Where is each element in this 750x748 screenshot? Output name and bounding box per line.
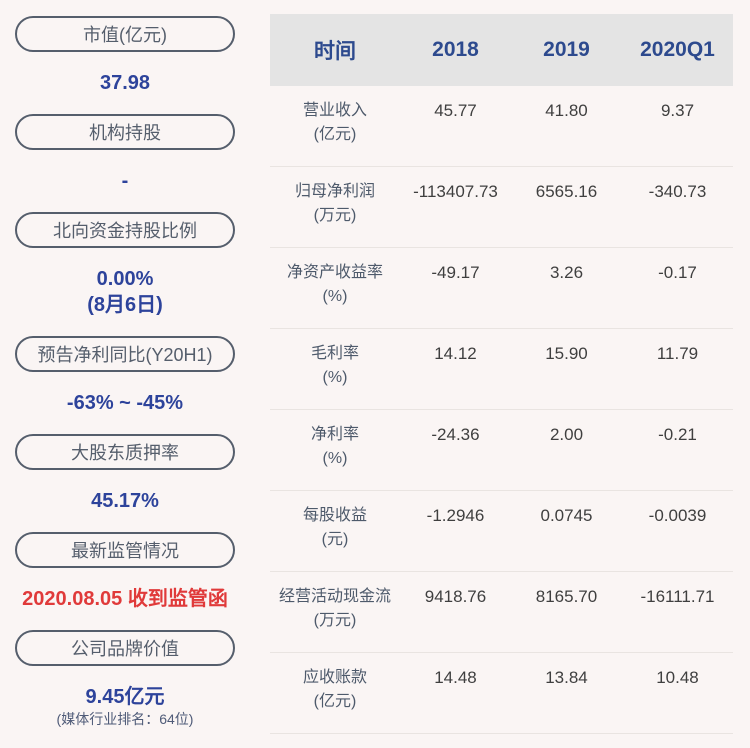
value-cell: 9.37 — [660, 101, 695, 120]
row-label-cell: 营业收入 (亿元) — [270, 86, 400, 166]
row-label-cell: 经营活动现金流 (万元) — [270, 572, 400, 652]
stat-pill: 机构持股 — [15, 114, 235, 150]
table-row: 每股收益 (元) -1.2946 0.0745 -0.0039 — [270, 491, 733, 572]
stat-pill-label: 大股东质押率 — [71, 443, 179, 463]
stat-value: 9.45亿元 — [85, 686, 165, 708]
row-name: 经营活动现金流 — [278, 588, 391, 605]
row-label-cell: 净资产收益率 (%) — [270, 248, 400, 328]
stat-pill: 市值(亿元) — [15, 16, 235, 52]
table-body: 营业收入 (亿元) 45.77 41.80 9.37 归母净利润 (万元) -113… — [270, 86, 733, 734]
row-label-cell: 应收账款 (亿元) — [270, 653, 400, 733]
stat-pill-label: 市值(亿元) — [83, 25, 167, 45]
row-name: 毛利率 — [310, 345, 359, 362]
value-cell: -16111.71 — [640, 587, 715, 606]
value-cell: 14.12 — [434, 344, 477, 363]
row-label-cell: 毛利率 (%) — [270, 329, 400, 409]
value-cell: 0.0745 — [540, 506, 593, 525]
table-header-time: 时间 — [314, 40, 356, 63]
stat-group: 市值(亿元) 37.98 — [0, 16, 250, 96]
value-cell: 45.77 — [434, 101, 477, 120]
value-cell: 15.90 — [545, 344, 588, 363]
stat-value: (媒体行业排名：64位) — [56, 711, 194, 727]
row-name: 净资产收益率 — [286, 264, 383, 281]
stat-pill-label: 公司品牌价值 — [71, 639, 179, 659]
row-label-cell: 归母净利润 (万元) — [270, 167, 400, 247]
stat-group: 大股东质押率 45.17% — [0, 434, 250, 514]
value-cell: 11.79 — [656, 344, 699, 363]
stat-pill: 大股东质押率 — [15, 434, 235, 470]
stat-group: 北向资金持股比例 0.00% (8月6日) — [0, 212, 250, 318]
row-name: 净利率 — [310, 426, 359, 443]
stat-pill-label: 最新监管情况 — [71, 541, 179, 561]
row-label-cell: 每股收益 (元) — [270, 491, 400, 571]
stat-value: - — [121, 170, 129, 192]
stat-group: 机构持股 - — [0, 114, 250, 194]
row-label-cell: 净利率 (%) — [270, 410, 400, 490]
stat-pill: 预告净利同比(Y20H1) — [15, 336, 235, 372]
stat-value: -63% ~ -45% — [66, 392, 184, 414]
table-row: 净资产收益率 (%) -49.17 3.26 -0.17 — [270, 248, 733, 329]
stat-value: 2020.08.05 收到监管函 — [22, 588, 228, 610]
row-unit: (万元) — [313, 207, 357, 224]
value-cell: 13.84 — [545, 668, 588, 687]
value-cell: -0.21 — [658, 425, 697, 444]
row-name: 营业收入 — [302, 102, 367, 119]
row-unit: (元) — [321, 531, 349, 548]
table-header-2020q1: 2020Q1 — [640, 38, 715, 61]
value-cell: 9418.76 — [424, 587, 487, 606]
table-row: 归母净利润 (万元) -113407.73 6565.16 -340.73 — [270, 167, 733, 248]
row-unit: (%) — [322, 369, 348, 386]
table-header-2019: 2019 — [543, 38, 590, 61]
table-header-2018: 2018 — [432, 38, 479, 61]
value-cell: 3.26 — [549, 263, 584, 282]
stat-pill-label: 北向资金持股比例 — [53, 221, 197, 241]
row-name: 应收账款 — [302, 669, 367, 686]
value-cell: -0.0039 — [648, 506, 707, 525]
stat-value: 0.00% — [96, 268, 154, 290]
stat-value: (8月6日) — [87, 294, 163, 316]
table-header-row: 时间 2018 2019 2020Q1 — [270, 14, 733, 86]
table-row: 经营活动现金流 (万元) 9418.76 8165.70 -16111.71 — [270, 572, 733, 653]
row-unit: (%) — [322, 450, 348, 467]
row-unit: (亿元) — [313, 693, 357, 710]
stat-group: 公司品牌价值 9.45亿元 (媒体行业排名：64位) — [0, 630, 250, 729]
stats-sidebar: 市值(亿元) 37.98 机构持股 - 北向资金持股比例 0.00% (8月6日)… — [0, 0, 250, 747]
row-unit: (万元) — [313, 612, 357, 629]
value-cell: 14.48 — [434, 668, 477, 687]
stat-pill-label: 预告净利同比(Y20H1) — [37, 345, 213, 365]
financial-table: 时间 2018 2019 2020Q1 营业收入 (亿元) 45.77 41.80… — [270, 14, 733, 734]
value-cell: 2.00 — [549, 425, 584, 444]
value-cell: 10.48 — [656, 668, 699, 687]
table-row: 净利率 (%) -24.36 2.00 -0.21 — [270, 410, 733, 491]
value-cell: -0.17 — [658, 263, 697, 282]
row-name: 每股收益 — [302, 507, 367, 524]
stat-group: 预告净利同比(Y20H1) -63% ~ -45% — [0, 336, 250, 416]
stat-pill: 北向资金持股比例 — [15, 212, 235, 248]
value-cell: 8165.70 — [535, 587, 598, 606]
table-row: 营业收入 (亿元) 45.77 41.80 9.37 — [270, 86, 733, 167]
stat-pill: 公司品牌价值 — [15, 630, 235, 666]
value-cell: 41.80 — [545, 101, 588, 120]
stat-pill: 最新监管情况 — [15, 532, 235, 568]
stat-value: 37.98 — [99, 72, 151, 94]
stat-value: 45.17% — [91, 490, 159, 512]
stat-group: 最新监管情况 2020.08.05 收到监管函 — [0, 532, 250, 612]
table-row: 毛利率 (%) 14.12 15.90 11.79 — [270, 329, 733, 410]
value-cell: -1.2946 — [426, 506, 485, 525]
stat-pill-label: 机构持股 — [89, 123, 161, 143]
row-unit: (%) — [322, 288, 348, 305]
value-cell: -340.73 — [648, 182, 707, 201]
table-row: 应收账款 (亿元) 14.48 13.84 10.48 — [270, 653, 733, 734]
row-name: 归母净利润 — [294, 183, 375, 200]
value-cell: -113407.73 — [413, 182, 498, 201]
row-unit: (亿元) — [313, 126, 357, 143]
value-cell: 6565.16 — [535, 182, 598, 201]
value-cell: -24.36 — [431, 425, 480, 444]
value-cell: -49.17 — [431, 263, 480, 282]
